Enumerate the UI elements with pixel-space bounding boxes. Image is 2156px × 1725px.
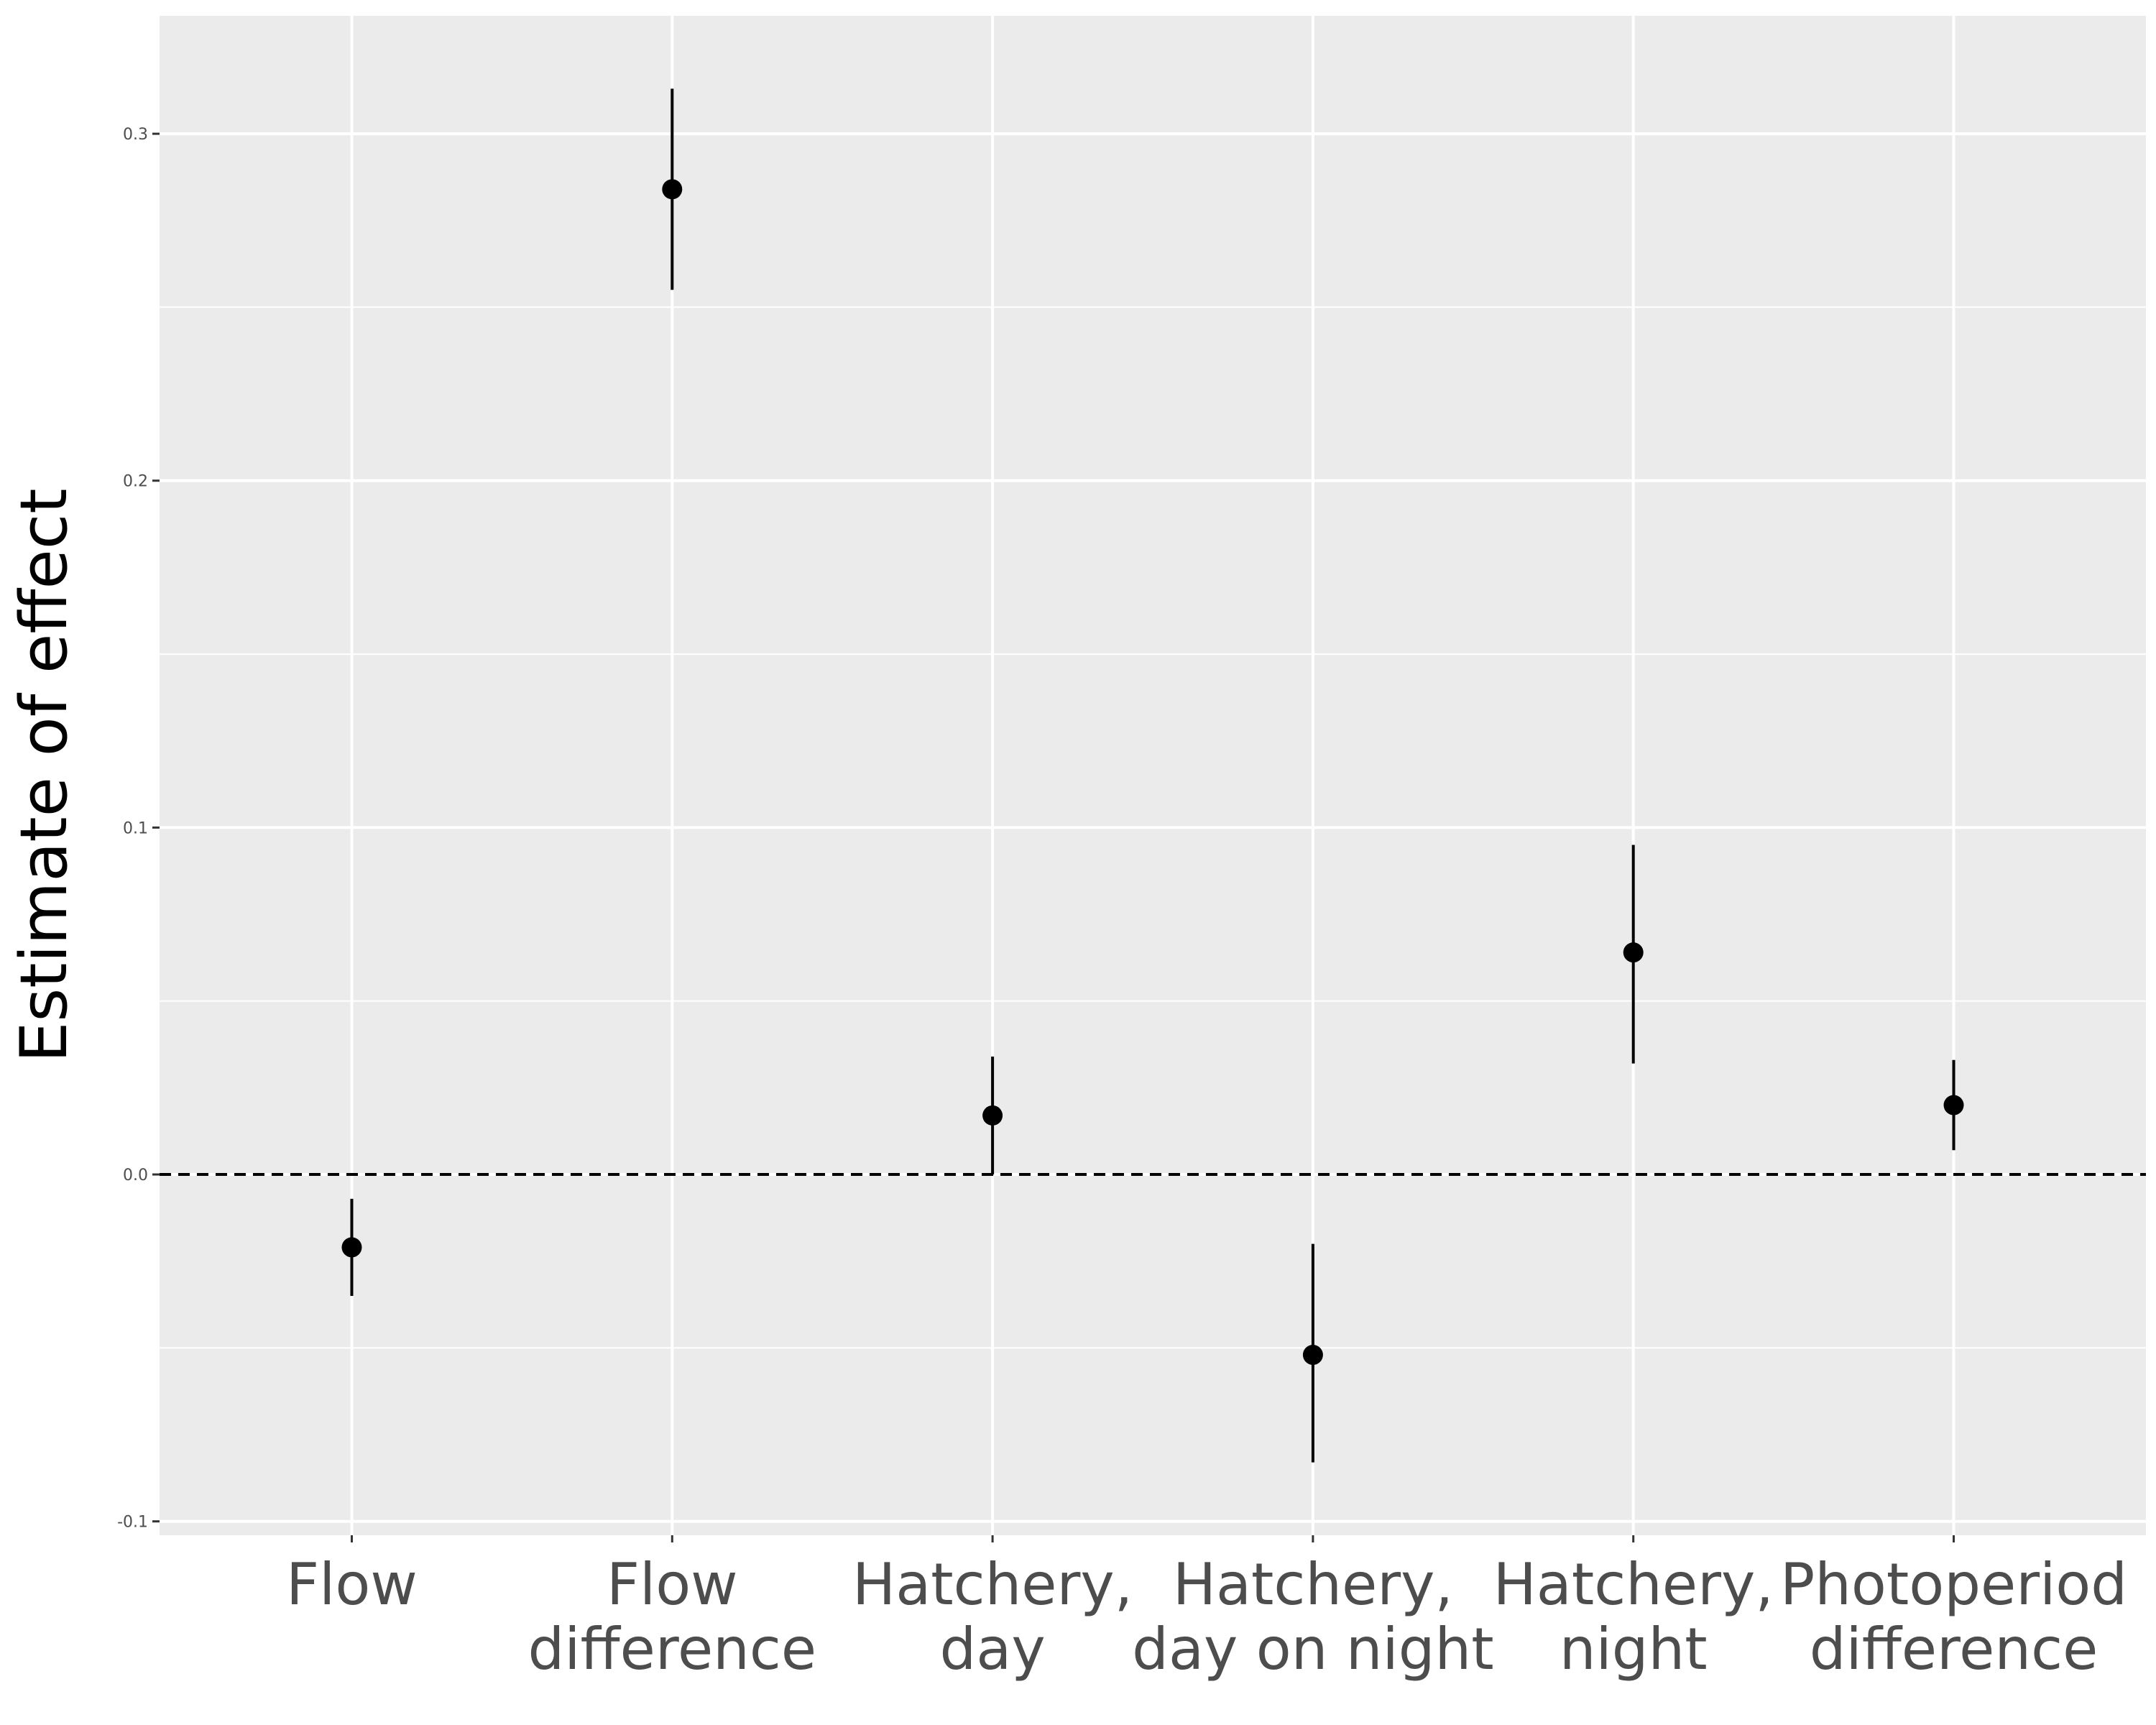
x-tick-label: Hatchery, day (852, 1551, 1133, 1683)
data-point (1302, 1345, 1323, 1366)
y-tick-label: 0.1 (123, 819, 148, 837)
y-tick-label: -0.1 (117, 1514, 148, 1532)
data-point (982, 1105, 1003, 1126)
y-tick-label: 0.2 (123, 473, 148, 491)
data-point (1623, 942, 1644, 963)
data-points (341, 179, 1964, 1366)
data-point (1943, 1095, 1964, 1116)
data-point (662, 179, 683, 200)
y-tick-label: 0.3 (123, 126, 148, 144)
x-tick-label: Flow difference (528, 1551, 816, 1683)
x-tick-label: Flow (286, 1551, 418, 1618)
y-axis-ticks: 0.3 0.2 0.1 0.0 -0.1 (117, 126, 160, 1532)
y-axis-title: Estimate of effect (6, 488, 82, 1062)
y-tick-label: 0.0 (123, 1167, 148, 1184)
minor-gridlines (160, 306, 2146, 1349)
plot-panel (160, 16, 2146, 1535)
x-tick-label: Hatchery, day on night (1132, 1551, 1493, 1683)
x-tick-label: Photoperiod difference (1780, 1551, 2127, 1683)
x-tick-label: Hatchery, night (1493, 1551, 1774, 1683)
data-point (341, 1237, 362, 1258)
